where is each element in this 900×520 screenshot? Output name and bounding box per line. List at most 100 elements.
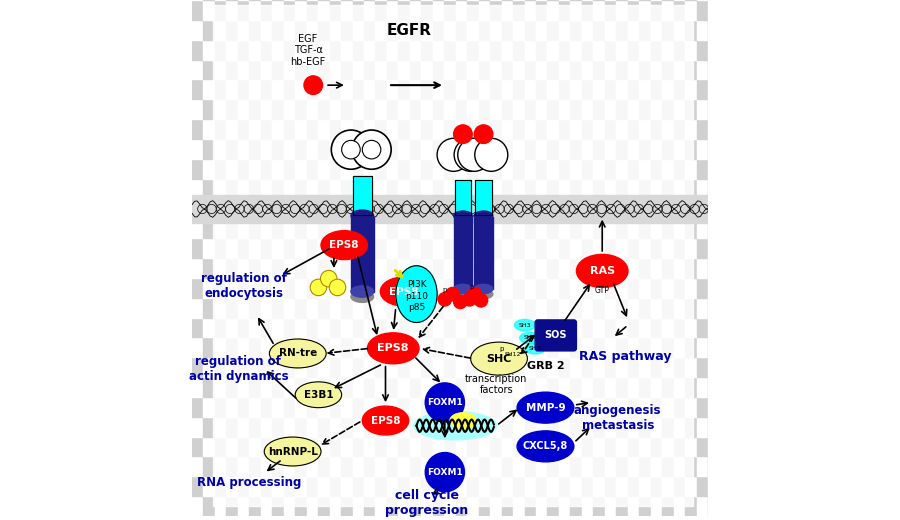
Circle shape: [310, 279, 327, 296]
Bar: [697, 59, 708, 80]
Bar: [455, 59, 467, 80]
Bar: [627, 297, 639, 318]
Text: hnRNP-L: hnRNP-L: [267, 447, 318, 457]
Bar: [547, 417, 559, 437]
Bar: [501, 99, 513, 119]
Bar: [616, 40, 627, 59]
Bar: [284, 0, 295, 20]
Bar: [455, 437, 467, 457]
Bar: [719, 199, 731, 218]
Bar: [719, 20, 731, 40]
Bar: [639, 377, 651, 397]
Bar: [547, 20, 559, 40]
Bar: [410, 40, 421, 59]
Bar: [627, 139, 639, 159]
Bar: [399, 159, 410, 178]
Bar: [284, 178, 295, 199]
Bar: [307, 278, 318, 297]
Bar: [445, 159, 455, 178]
Bar: [375, 159, 387, 178]
Bar: [582, 377, 593, 397]
Bar: [582, 457, 593, 476]
Bar: [375, 80, 387, 99]
Bar: [203, 218, 215, 238]
Bar: [364, 238, 375, 258]
Bar: [273, 139, 284, 159]
Bar: [284, 80, 295, 99]
Bar: [387, 397, 399, 417]
Bar: [719, 476, 731, 496]
Bar: [261, 297, 273, 318]
Bar: [525, 119, 536, 139]
Bar: [192, 178, 203, 199]
Bar: [261, 318, 273, 337]
Bar: [571, 199, 582, 218]
Bar: [639, 139, 651, 159]
Ellipse shape: [265, 437, 321, 466]
Bar: [284, 437, 295, 457]
Bar: [697, 297, 708, 318]
Bar: [307, 397, 318, 417]
Bar: [593, 297, 605, 318]
Bar: [421, 59, 433, 80]
Bar: [318, 278, 329, 297]
Bar: [192, 119, 203, 139]
Bar: [318, 496, 329, 516]
Bar: [513, 178, 525, 199]
Bar: [467, 80, 479, 99]
Bar: [387, 457, 399, 476]
Bar: [571, 218, 582, 238]
Bar: [627, 397, 639, 417]
Bar: [639, 99, 651, 119]
Bar: [593, 476, 605, 496]
Bar: [571, 238, 582, 258]
Bar: [559, 20, 571, 40]
Bar: [203, 0, 215, 20]
Bar: [571, 40, 582, 59]
Bar: [215, 59, 227, 80]
Bar: [708, 218, 719, 238]
Bar: [582, 139, 593, 159]
Circle shape: [474, 125, 493, 144]
Bar: [249, 258, 261, 278]
Bar: [605, 357, 617, 377]
Text: transcription
factors: transcription factors: [465, 374, 527, 395]
Bar: [203, 476, 215, 496]
Bar: [708, 437, 719, 457]
Circle shape: [463, 293, 476, 306]
Bar: [307, 417, 318, 437]
Bar: [605, 59, 617, 80]
Bar: [513, 139, 525, 159]
Bar: [571, 297, 582, 318]
Bar: [479, 417, 490, 437]
Bar: [227, 40, 238, 59]
Bar: [307, 139, 318, 159]
Bar: [421, 238, 433, 258]
Bar: [192, 99, 203, 119]
Bar: [673, 278, 685, 297]
Bar: [273, 397, 284, 417]
Ellipse shape: [450, 413, 476, 428]
Bar: [329, 59, 341, 80]
Bar: [455, 417, 467, 437]
Bar: [639, 496, 651, 516]
Bar: [697, 496, 708, 516]
Bar: [708, 476, 719, 496]
Bar: [651, 238, 662, 258]
Bar: [501, 297, 513, 318]
Bar: [364, 337, 375, 357]
Bar: [353, 99, 364, 119]
Bar: [708, 357, 719, 377]
Bar: [559, 297, 571, 318]
Bar: [227, 0, 238, 20]
Text: SH2: SH2: [524, 335, 536, 341]
Bar: [192, 199, 203, 218]
Bar: [673, 80, 685, 99]
Bar: [295, 0, 307, 20]
Bar: [249, 238, 261, 258]
Bar: [513, 40, 525, 59]
Bar: [571, 59, 582, 80]
Bar: [479, 337, 490, 357]
Bar: [433, 20, 445, 40]
Bar: [697, 357, 708, 377]
